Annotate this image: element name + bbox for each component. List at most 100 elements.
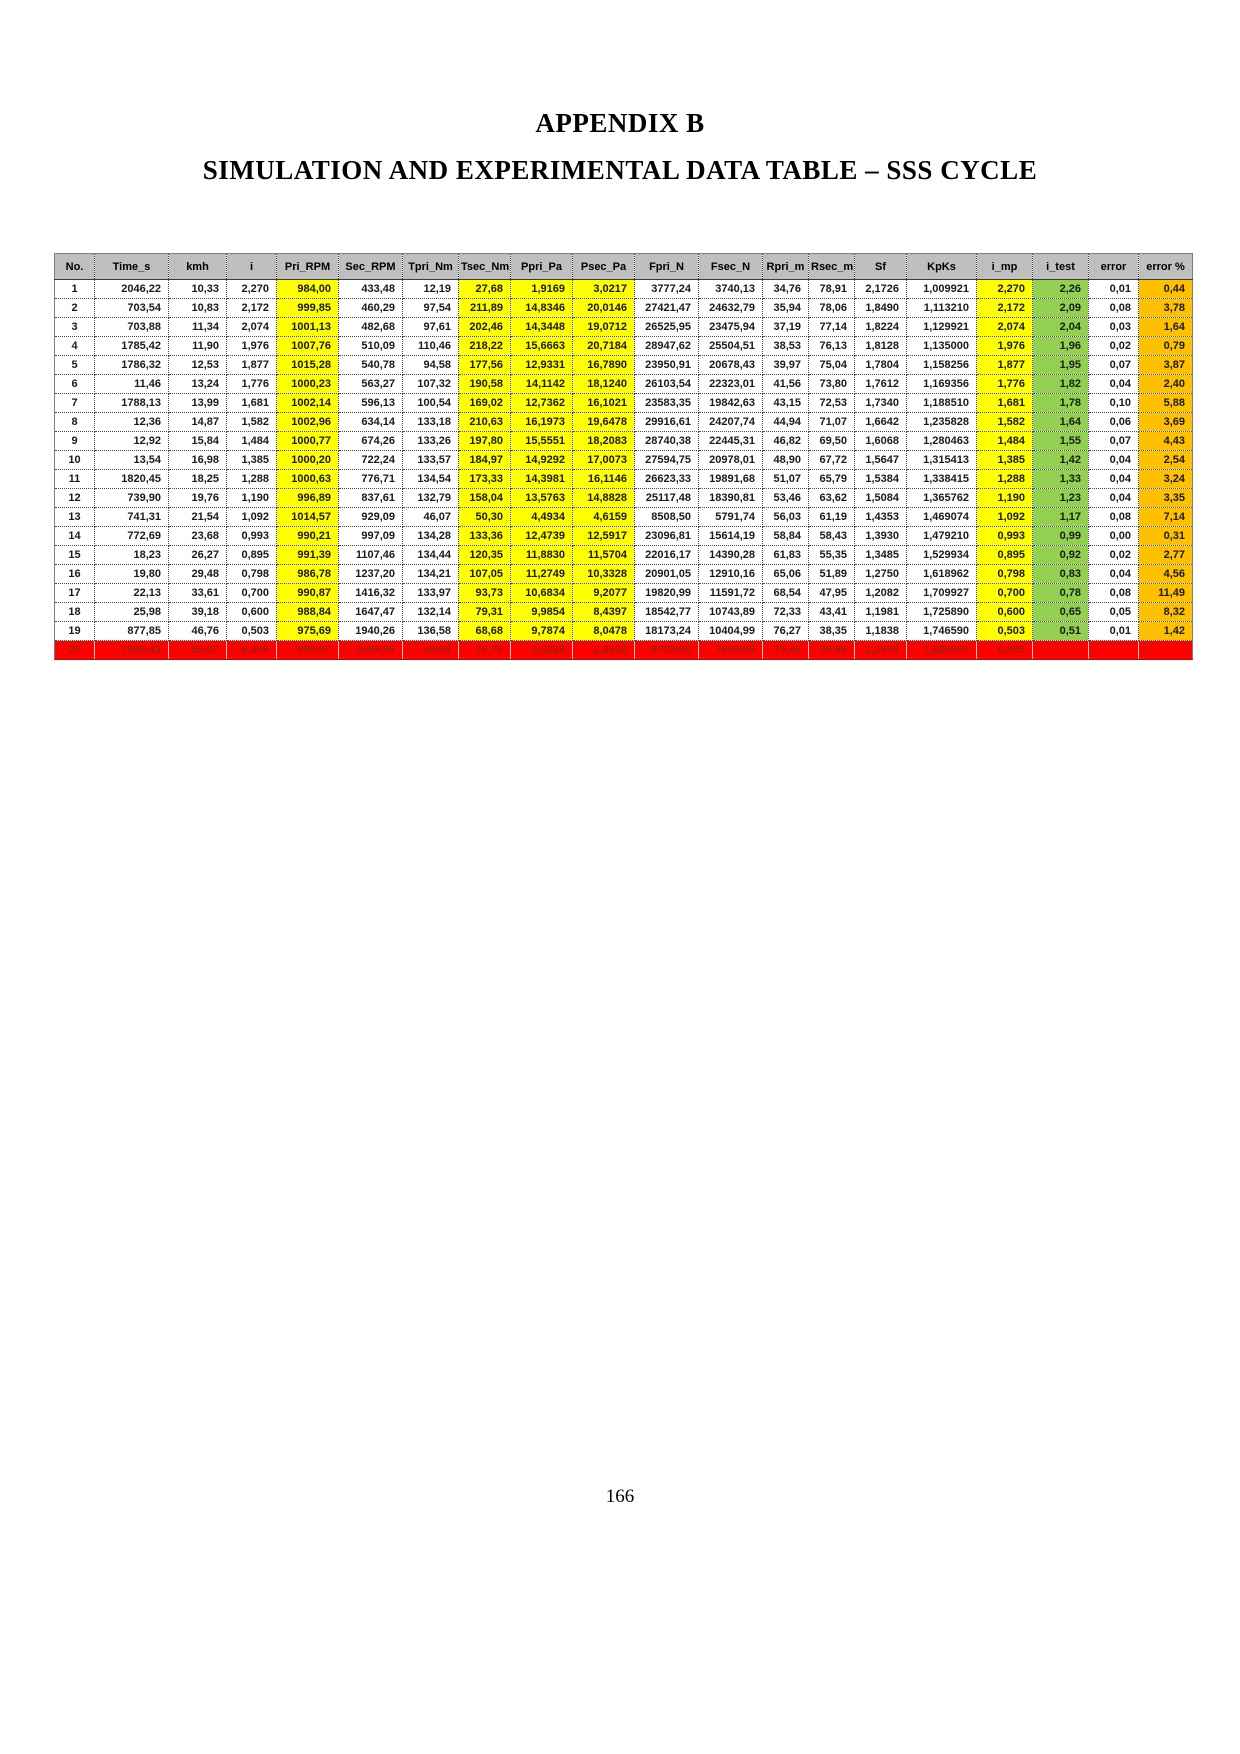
table-cell: 11,46 xyxy=(94,374,169,394)
table-cell: 46,07 xyxy=(402,507,459,527)
table-cell: 0,44 xyxy=(1138,279,1193,299)
table-cell: 1,6642 xyxy=(854,412,907,432)
table-cell: 1,1981 xyxy=(854,602,907,622)
table-cell: 14,8828 xyxy=(572,488,635,508)
table-row: 12 739,90 19,76 1,190 996,89 837,61 132,79 158,… xyxy=(54,488,1193,508)
table-cell: 0,600 xyxy=(976,602,1033,622)
table-cell: 1,235828 xyxy=(906,412,977,432)
table-cell: 6723,90 xyxy=(634,640,699,660)
table-cell: 1993,43 xyxy=(94,640,169,660)
table-cell: 19,0712 xyxy=(572,317,635,337)
table-cell: 596,13 xyxy=(338,393,403,413)
table-cell: 1,529934 xyxy=(906,545,977,565)
table-cell: 2,3302 xyxy=(572,640,635,660)
table-cell: 1,976 xyxy=(976,336,1033,356)
table-cell: 12910,16 xyxy=(698,564,763,584)
column-header: Pri_RPM xyxy=(276,253,339,280)
table-cell: 18,1240 xyxy=(572,374,635,394)
table-cell: 33,61 xyxy=(168,583,227,603)
table-cell: 0,08 xyxy=(1088,507,1139,527)
column-header: Time_s xyxy=(94,253,169,280)
table-cell: 1007,76 xyxy=(276,336,339,356)
table-cell: 0,51 xyxy=(1032,621,1089,641)
table-cell: 563,27 xyxy=(338,374,403,394)
table-cell: 1,469074 xyxy=(906,507,977,527)
table-cell: 16 xyxy=(54,564,95,584)
table-cell: 984,00 xyxy=(276,279,339,299)
table-cell: 0,02 xyxy=(1088,545,1139,565)
table-cell: 1,64 xyxy=(1032,412,1089,432)
table-cell: 0,10 xyxy=(1088,393,1139,413)
table-cell: 17 xyxy=(54,583,95,603)
table-cell: 1,7612 xyxy=(854,374,907,394)
table-cell: 23475,94 xyxy=(698,317,763,337)
table-cell: 25,98 xyxy=(94,602,169,622)
table-cell: 1107,46 xyxy=(338,545,403,565)
table-cell: 69,50 xyxy=(808,431,855,451)
table-cell: 39,97 xyxy=(762,355,809,375)
table-cell: 12,53 xyxy=(168,355,227,375)
table-cell: 2468,56 xyxy=(338,640,403,660)
table-cell: 211,89 xyxy=(458,298,511,318)
table-cell: 1015,28 xyxy=(276,355,339,375)
table-cell: 4,6159 xyxy=(572,507,635,527)
table-cell: 65,06 xyxy=(762,564,809,584)
table-cell: 1,288 xyxy=(976,469,1033,489)
table-cell: 29916,61 xyxy=(634,412,699,432)
table-cell: 34,76 xyxy=(762,279,809,299)
table-cell: 3,78 xyxy=(1138,298,1193,318)
column-header: Ppri_Pa xyxy=(510,253,573,280)
table-cell: 61,19 xyxy=(808,507,855,527)
table-cell: 1000,63 xyxy=(276,469,339,489)
table-cell: 2,40 xyxy=(1138,374,1193,394)
table-cell: 0,05 xyxy=(1088,602,1139,622)
table-cell: 18 xyxy=(54,602,95,622)
table-cell: 11591,72 xyxy=(698,583,763,603)
table-row: 7 1788,13 13,99 1,681 1002,14 596,13 100,54 169… xyxy=(54,393,1193,413)
table-cell: 97,54 xyxy=(402,298,459,318)
table-cell: 1,338415 xyxy=(906,469,977,489)
table-cell: 38,53 xyxy=(762,336,809,356)
table-cell: 18,25 xyxy=(168,469,227,489)
table-cell: 1,280463 xyxy=(906,431,977,451)
table-cell: 1,092 xyxy=(226,507,277,527)
table-cell: 3 xyxy=(54,317,95,337)
table-cell: 8,4397 xyxy=(572,602,635,622)
table-cell: 22445,31 xyxy=(698,431,763,451)
table-cell: 433,48 xyxy=(338,279,403,299)
table-cell: 12,36 xyxy=(94,412,169,432)
table-cell: 10,3328 xyxy=(572,564,635,584)
table-cell: 0,08 xyxy=(1088,583,1139,603)
table-cell: 1,33 xyxy=(1032,469,1089,489)
table-cell: 12,92 xyxy=(94,431,169,451)
table-cell: 12,19 xyxy=(402,279,459,299)
table-cell: 1,1674 xyxy=(854,640,907,660)
table-cell: 837,61 xyxy=(338,488,403,508)
table-cell: 3,35 xyxy=(1138,488,1193,508)
table-cell: 0,798 xyxy=(226,564,277,584)
table-cell: 0,04 xyxy=(1088,469,1139,489)
table-cell: 12,7362 xyxy=(510,393,573,413)
table-cell: 184,97 xyxy=(458,450,511,470)
table-cell: 78,91 xyxy=(808,279,855,299)
table-cell: 133,26 xyxy=(402,431,459,451)
table-cell: 3,5226 xyxy=(510,640,573,660)
title-block: APPENDIX B SIMULATION AND EXPERIMENTAL D… xyxy=(0,108,1240,186)
table-row: 10 13,54 16,98 1,385 1000,20 722,24 133,57 184,… xyxy=(54,450,1193,470)
table-cell: 1,8490 xyxy=(854,298,907,318)
table-cell: 12 xyxy=(54,488,95,508)
table-cell: 1416,32 xyxy=(338,583,403,603)
table-cell: 0,83 xyxy=(1032,564,1089,584)
table-cell: 28947,62 xyxy=(634,336,699,356)
table-cell: 30,56 xyxy=(808,640,855,660)
table-cell: 14,3448 xyxy=(510,317,573,337)
table-cell: 0,07 xyxy=(1088,431,1139,451)
table-cell: 20,0146 xyxy=(572,298,635,318)
table-cell: 12,4739 xyxy=(510,526,573,546)
table-cell: 1,725890 xyxy=(906,602,977,622)
table-cell: 11 xyxy=(54,469,95,489)
table-cell: 76,27 xyxy=(762,621,809,641)
table-cell: 703,54 xyxy=(94,298,169,318)
table-cell: 4 xyxy=(54,336,95,356)
table-cell: 0,00 xyxy=(1088,526,1139,546)
